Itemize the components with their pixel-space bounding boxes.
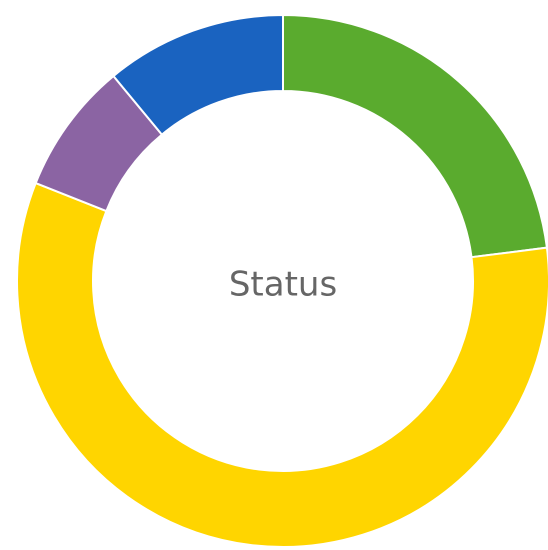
slice xyxy=(282,13,548,259)
slices xyxy=(16,13,548,548)
slice xyxy=(16,181,548,548)
slice xyxy=(112,13,284,137)
center-label: Status xyxy=(229,265,337,305)
